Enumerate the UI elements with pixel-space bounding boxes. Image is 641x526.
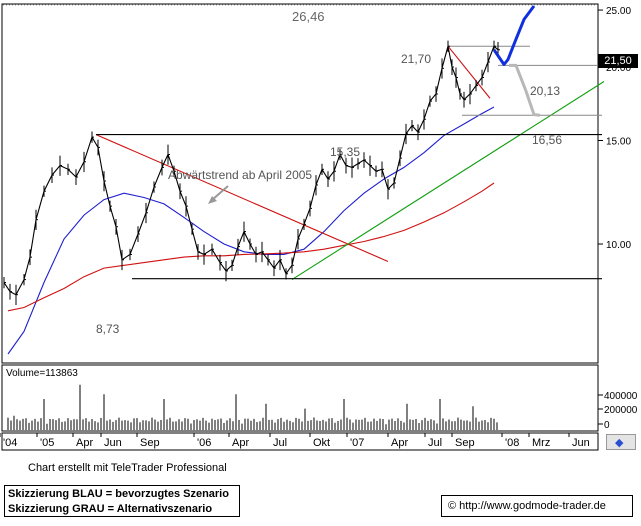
annotation-level-high: 21,70 [401, 52, 432, 66]
x-tick-label: '06 [197, 437, 211, 449]
trendline-0 [95, 134, 389, 262]
volume-tick-label: 200000 [604, 405, 638, 416]
y-tick-label: 10.00 [606, 240, 631, 251]
series-price [3, 45, 499, 296]
legend-blue: Skizzierung BLAU = bevorzugtes Szenario [8, 488, 229, 500]
source-link[interactable]: © http://www.godmode-trader.de [441, 495, 633, 517]
x-tick-label: Sep [455, 437, 475, 449]
chart-canvas: 25.00 20.00 15.00 10.00 400000 200000 0 '04 '05… [0, 3, 638, 451]
legend-grey: Skizzierung GRAU = Alternativszenario [8, 503, 213, 515]
scroll-right-button[interactable]: ◆ [606, 434, 636, 450]
volume-tick-label: 0 [604, 420, 610, 431]
trendline-1 [291, 81, 605, 281]
nav-diamond-icon: ◆ [615, 437, 624, 449]
volume-tick-label: 400000 [604, 391, 638, 402]
scenario-blue-path [492, 5, 536, 66]
volume-panel-frame [1, 364, 599, 432]
x-tick-label: Apr [391, 437, 408, 449]
x-tick-label: Sep [140, 437, 160, 449]
x-tick-label: Apr [232, 437, 249, 449]
annotation-level-mid: 20,13 [530, 84, 561, 98]
x-tick-label: Mrz [532, 437, 550, 449]
series-ma-long [7, 182, 495, 312]
trend-arrow-icon [208, 185, 229, 204]
x-tick-label: Apr [76, 437, 93, 449]
annotation-trend-text: Abwärtstrend ab April 2005 [168, 168, 313, 182]
x-tick-label: '04 [3, 437, 17, 449]
main-panel-frame [1, 3, 599, 364]
annotation-level-low: 8,73 [96, 322, 120, 336]
x-tick-label: '07 [350, 437, 364, 449]
scenario-grey-path [509, 63, 541, 117]
x-tick-label: '08 [505, 437, 519, 449]
trendline-4 [447, 45, 491, 99]
scenario-legend: Skizzierung BLAU = bevorzugtes Szenario … [4, 485, 240, 517]
volume-label: Volume=113863 [6, 368, 78, 379]
x-tick-label: Jun [572, 437, 590, 449]
annotation-level-support: 15,35 [330, 145, 361, 159]
date-axis-frame [1, 432, 599, 451]
x-tick-label: '05 [40, 437, 54, 449]
last-price-tag: 21,50 [598, 54, 638, 68]
x-tick-label: Jul [428, 437, 442, 449]
series-ma-short [7, 106, 495, 355]
annotation-level-alt: 16,56 [532, 133, 563, 147]
x-tick-label: Okt [313, 437, 330, 449]
x-tick-label: Jun [104, 437, 122, 449]
y-tick-label: 15.00 [606, 136, 631, 147]
chart-credit: Chart erstellt mit TeleTrader Profession… [28, 462, 227, 474]
annotation-top-value: 26,46 [292, 9, 325, 24]
y-tick-label: 20.00 [606, 63, 631, 74]
x-tick-label: Jul [273, 437, 287, 449]
y-tick-label: 25.00 [606, 6, 631, 17]
